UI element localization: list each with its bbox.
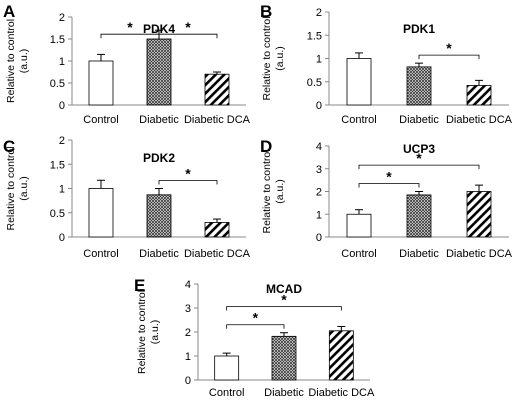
y-tick-label: 2 [316,187,322,199]
y-axis-title: Relative to control(a.u.) [5,146,30,230]
bar-diabetic-dca [328,330,354,381]
x-tick-label: Diabetic DCA [184,114,251,126]
y-tick-label: 1 [316,54,322,66]
y-axis-title: Relative to control(a.u.) [261,16,286,100]
y-tick-label: 1.5 [50,34,65,46]
bar-diabetic-dca [466,191,492,238]
panel-letter: A [3,2,15,21]
bar-diabetic [146,38,172,106]
significance-bracket [226,324,285,329]
y-tick-label: 4 [316,141,322,153]
bar-diabetic-dca [466,85,492,106]
y-axis-title: Relative to control(a.u.) [5,19,30,103]
x-tick-label: Diabetic [139,114,179,126]
significance-bracket [226,306,342,311]
significance-star: * [386,169,392,185]
y-tick-label: 1 [316,209,322,221]
y-tick-label: 0 [59,100,65,112]
bar-diabetic [406,66,432,106]
y-tick-label: 3 [316,164,322,176]
x-tick-label: Diabetic DCA [308,387,375,399]
y-axis-title: Relative to control(a.u.) [136,290,161,374]
bar-diabetic-dca [204,73,230,106]
significance-star: * [281,291,287,307]
x-tick-label: Diabetic [399,248,439,260]
bar-diabetic-dca [204,222,230,238]
panel-d: D UCP3 Relative to control(a.u.) 0 1 2 3 4 Contr… [260,137,513,260]
y-tick-label: 1.5 [307,30,322,42]
bar-control [214,355,240,381]
y-tick-label: 2 [59,12,65,24]
bar-control [88,60,114,106]
x-tick-label: Diabetic [399,114,439,126]
bar-control [346,213,372,238]
bar-diabetic [406,194,432,238]
y-tick-label: 4 [185,279,191,291]
panel-letter: C [3,137,15,156]
chart-title: PDK1 [403,22,435,36]
bar-diabetic [271,335,297,381]
x-tick-label: Control [83,248,118,260]
y-tick-label: 1 [59,56,65,68]
y-tick-label: 0.5 [307,77,322,89]
y-tick-label: 0.5 [50,208,65,220]
bar-control [346,58,372,106]
x-tick-label: Diabetic [139,248,179,260]
panel-c: C PDK2 Relative to control(a.u.) 0 0.5 1 1.5 2 C… [3,135,251,260]
significance-star: * [127,19,133,35]
chart-title: MCAD [266,282,302,296]
x-tick-label: Diabetic DCA [446,114,513,126]
x-tick-label: Control [341,114,376,126]
bar-diabetic [146,194,172,238]
significance-star: * [446,40,452,56]
y-tick-label: 3 [185,303,191,315]
significance-bracket [418,54,480,60]
significance-star: * [185,19,191,35]
y-tick-label: 0 [59,232,65,244]
significance-bracket [158,33,218,39]
panel-b: B PDK1 Relative to control(a.u.) 0 0.5 1 1.5 2 C… [260,2,513,126]
y-tick-label: 0.5 [50,78,65,90]
panel-letter: B [260,2,272,21]
chart-title: PDK4 [143,22,175,36]
y-tick-label: 0 [316,232,322,244]
y-tick-label: 1 [59,184,65,196]
y-tick-label: 2 [59,135,65,147]
chart-title: UCP3 [403,142,435,156]
significance-star: * [185,166,191,182]
significance-bracket [358,164,480,170]
significance-bracket [158,180,218,185]
bar-control [88,188,114,238]
significance-bracket [358,183,420,188]
y-axis-title: Relative to control(a.u.) [261,149,286,233]
y-tick-label: 2 [316,7,322,19]
y-tick-label: 2 [185,327,191,339]
panel-a: A PDK4 Relative to control(a.u.) 0 0.5 1 1.5 2 C… [3,2,251,126]
panel-letter: D [260,137,272,156]
y-tick-label: 0 [316,100,322,112]
y-tick-label: 1.5 [50,159,65,171]
significance-star: * [416,150,422,166]
x-tick-label: Diabetic DCA [184,248,251,260]
x-tick-label: Diabetic [264,387,304,399]
panel-letter: E [134,276,145,295]
y-tick-label: 0 [185,375,191,387]
y-tick-label: 1 [185,351,191,363]
chart-title: PDK2 [143,151,175,165]
significance-star: * [253,310,259,326]
x-tick-label: Diabetic DCA [446,248,513,260]
x-tick-label: Control [341,248,376,260]
x-tick-label: Control [209,387,244,399]
x-tick-label: Control [83,114,118,126]
panel-e: E MCAD Relative to control(a.u.) 0 1 2 3 4 Contr… [134,276,375,399]
